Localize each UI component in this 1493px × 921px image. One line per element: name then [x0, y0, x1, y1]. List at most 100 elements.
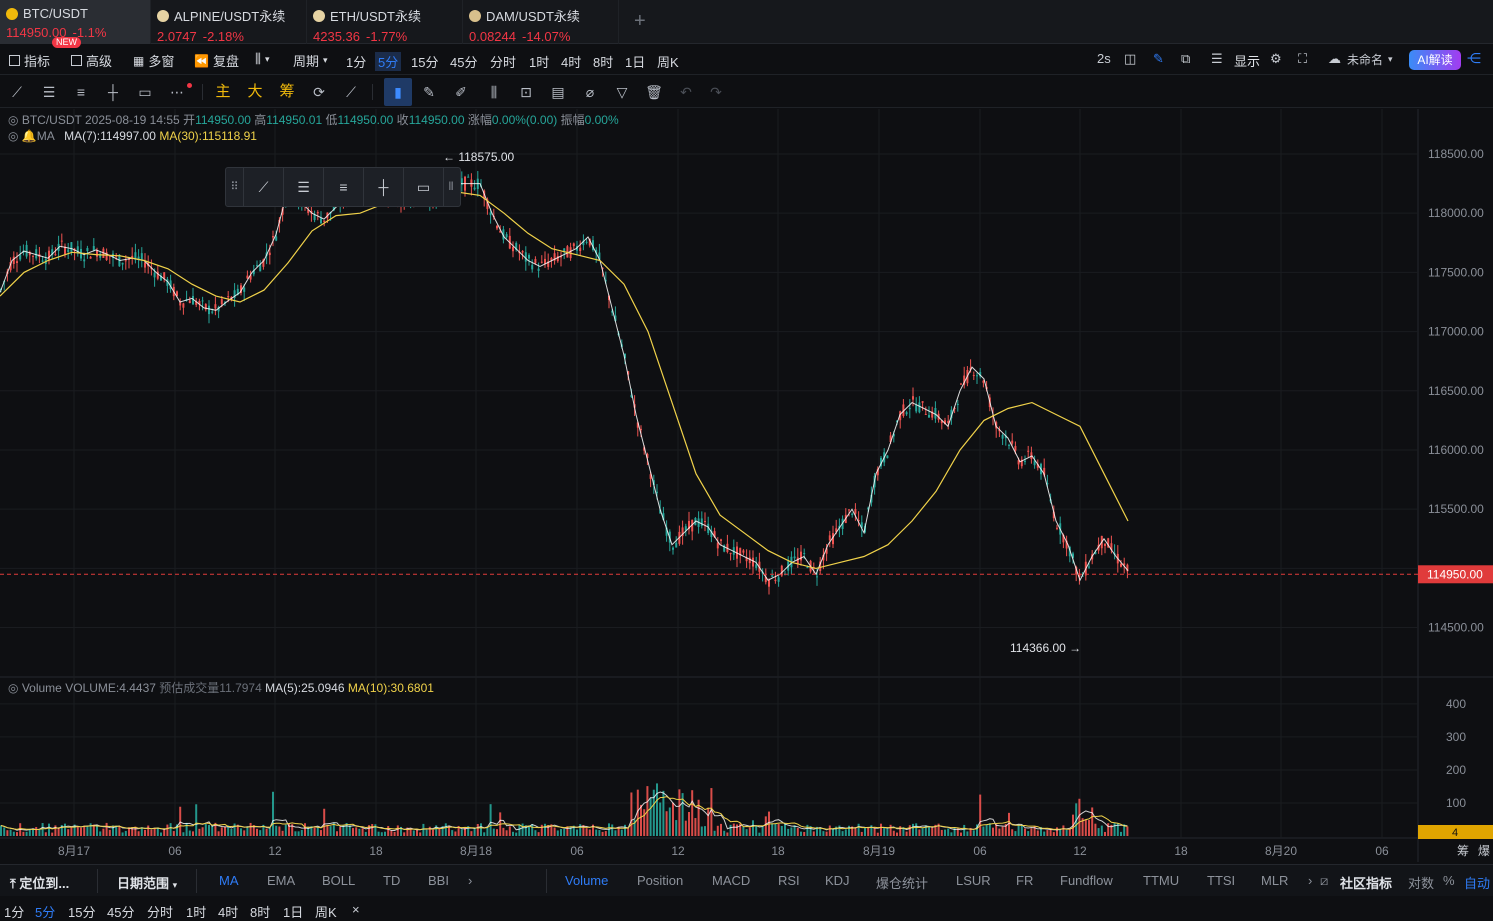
- qp-8h[interactable]: 8时: [250, 905, 271, 920]
- horizontal-lines-icon[interactable]: ≡: [76, 84, 86, 100]
- period-15m[interactable]: 15分: [411, 55, 439, 70]
- indicator-bbi[interactable]: BBI: [428, 873, 449, 888]
- drag-handle[interactable]: ⦀: [448, 181, 454, 193]
- undo-icon[interactable]: ↶: [680, 84, 692, 100]
- chevron-right-icon[interactable]: ›: [468, 873, 473, 888]
- tab-btc[interactable]: BTC/USDT 114950.00 -1.1% NEW: [0, 0, 151, 48]
- share-icon[interactable]: ⋲: [1467, 50, 1481, 66]
- sub-ttsi[interactable]: TTSI: [1207, 873, 1236, 888]
- sub-position[interactable]: Position: [637, 873, 684, 888]
- period-timeline[interactable]: 分时: [490, 55, 517, 70]
- eye-icon[interactable]: ◎: [8, 129, 19, 143]
- camera-icon[interactable]: ◫: [1124, 51, 1137, 66]
- trash-icon[interactable]: 🗑: [645, 84, 663, 100]
- chart-area[interactable]: 8月17 06 12 18 8月18 06 12 18 8月19 06 12 18 8月20 06 1145…: [0, 109, 1493, 862]
- filter-icon[interactable]: ▽: [616, 84, 628, 100]
- parallel-lines-icon[interactable]: ☰: [284, 168, 324, 206]
- indicator-ema[interactable]: EMA: [267, 873, 296, 888]
- qp-1d[interactable]: 1日: [283, 905, 304, 920]
- note-icon[interactable]: ▤: [551, 84, 565, 100]
- list-icon[interactable]: ☰: [1211, 51, 1223, 66]
- period-1h[interactable]: 1时: [529, 55, 550, 70]
- measure-icon[interactable]: ⟋: [346, 84, 356, 100]
- qp-1h[interactable]: 1时: [186, 905, 207, 920]
- lock-icon[interactable]: ⊡: [520, 84, 532, 100]
- qp-timeline[interactable]: 分时: [147, 905, 174, 920]
- refresh-interval[interactable]: 2s: [1097, 51, 1111, 66]
- ruler-icon[interactable]: ✎: [423, 84, 435, 100]
- sub-rsi[interactable]: RSI: [778, 873, 800, 888]
- multi-window-button[interactable]: ▦ 多窗: [133, 53, 175, 70]
- gear-icon[interactable]: ⚙: [1270, 51, 1282, 66]
- sub-liquidation[interactable]: 爆仓统计: [876, 876, 929, 891]
- price-chart[interactable]: 8月17 06 12 18 8月18 06 12 18 8月19 06 12 18 8月20 06 1145…: [0, 109, 1493, 862]
- auto-toggle[interactable]: 自动: [1464, 876, 1491, 891]
- sub-lsur[interactable]: LSUR: [956, 873, 991, 888]
- period-5m[interactable]: 5分: [375, 52, 402, 71]
- redo-icon[interactable]: ↷: [710, 84, 722, 100]
- rectangle-icon[interactable]: ▭: [404, 168, 444, 206]
- brush-icon[interactable]: ✐: [455, 84, 467, 100]
- sub-mlr[interactable]: MLR: [1261, 873, 1289, 888]
- period-week[interactable]: 周K: [657, 55, 679, 70]
- percent-toggle[interactable]: %: [1443, 873, 1455, 888]
- parallel-lines-icon[interactable]: ☰: [42, 84, 56, 100]
- layout-name[interactable]: 未命名: [1347, 53, 1384, 67]
- indicator-boll[interactable]: BOLL: [322, 873, 356, 888]
- tab-dam[interactable]: DAM/USDT永续 0.08244 -14.07%: [463, 0, 619, 44]
- fullscreen-icon[interactable]: ⛶: [1298, 51, 1308, 66]
- qp-45m[interactable]: 45分: [107, 905, 135, 920]
- community-indicators[interactable]: 社区指标: [1340, 876, 1393, 891]
- period-dropdown[interactable]: 周期 ▾: [293, 54, 328, 69]
- crosshair-line-icon[interactable]: ┼: [108, 84, 118, 100]
- magnet-icon[interactable]: ⟳: [313, 84, 325, 100]
- sub-ttmu[interactable]: TTMU: [1143, 873, 1180, 888]
- chevron-down-icon[interactable]: ▾: [1388, 54, 1393, 64]
- locate-button[interactable]: ⤒ 定位到...: [10, 876, 70, 891]
- period-8h[interactable]: 8时: [593, 55, 614, 70]
- qp-1m[interactable]: 1分: [4, 905, 25, 920]
- trendline-icon[interactable]: ⟋: [244, 168, 284, 206]
- ai-interpret-button[interactable]: AI解读: [1409, 50, 1461, 70]
- replay-button[interactable]: ⏪ 复盘: [194, 53, 239, 70]
- tab-eth[interactable]: ETH/USDT永续 4235.36 -1.77%: [307, 0, 463, 44]
- qp-4h[interactable]: 4时: [218, 905, 239, 920]
- eye-icon[interactable]: ◎: [8, 113, 19, 127]
- close-icon[interactable]: ×: [352, 902, 360, 917]
- cloud-icon[interactable]: ☁: [1328, 51, 1341, 66]
- pattern-icon[interactable]: ⫼: [490, 84, 498, 100]
- sub-kdj[interactable]: KDJ: [825, 873, 850, 888]
- advanced-button[interactable]: 高级: [71, 51, 112, 70]
- drag-handle[interactable]: ⠿: [226, 168, 244, 206]
- more-icon[interactable]: ⋯: [170, 84, 184, 100]
- bell-icon[interactable]: 🔔: [21, 129, 37, 143]
- qp-15m[interactable]: 15分: [68, 905, 96, 920]
- tab-alpine[interactable]: ALPINE/USDT永续 2.0747 -2.18%: [151, 0, 307, 44]
- main-chart-toggle[interactable]: 主: [215, 83, 231, 100]
- indicator-td[interactable]: TD: [383, 873, 401, 888]
- pencil-icon[interactable]: ✎: [1153, 51, 1164, 66]
- log-toggle[interactable]: 对数: [1408, 876, 1435, 891]
- qp-week[interactable]: 周K: [315, 905, 337, 920]
- sub-volume[interactable]: Volume: [565, 873, 609, 888]
- crosshair-line-icon[interactable]: ┼: [364, 168, 404, 206]
- qp-5m[interactable]: 5分: [35, 905, 56, 920]
- eye-icon[interactable]: ◎: [8, 681, 19, 695]
- community-icon[interactable]: ⧄: [1320, 873, 1329, 888]
- display-button[interactable]: 显示: [1234, 54, 1261, 69]
- sub-fr[interactable]: FR: [1016, 873, 1034, 888]
- date-range-button[interactable]: 日期范围 ▾: [117, 876, 178, 891]
- sub-macd[interactable]: MACD: [712, 873, 751, 888]
- period-1d[interactable]: 1日: [625, 55, 646, 70]
- sub-fundflow[interactable]: Fundflow: [1060, 873, 1113, 888]
- indicator-ma[interactable]: MA: [219, 873, 239, 888]
- rectangle-icon[interactable]: ▭: [138, 84, 152, 100]
- big-order-toggle[interactable]: 大: [247, 83, 263, 100]
- indicators-button[interactable]: 指标: [9, 51, 50, 70]
- trendline-icon[interactable]: ⟋: [12, 84, 22, 100]
- period-4h[interactable]: 4时: [561, 55, 582, 70]
- chips-toggle[interactable]: 筹: [279, 83, 295, 100]
- chart-type-button[interactable]: ⫼ ▾: [255, 51, 270, 67]
- bookmark-icon[interactable]: ▮: [384, 78, 412, 106]
- period-1m[interactable]: 1分: [346, 55, 367, 70]
